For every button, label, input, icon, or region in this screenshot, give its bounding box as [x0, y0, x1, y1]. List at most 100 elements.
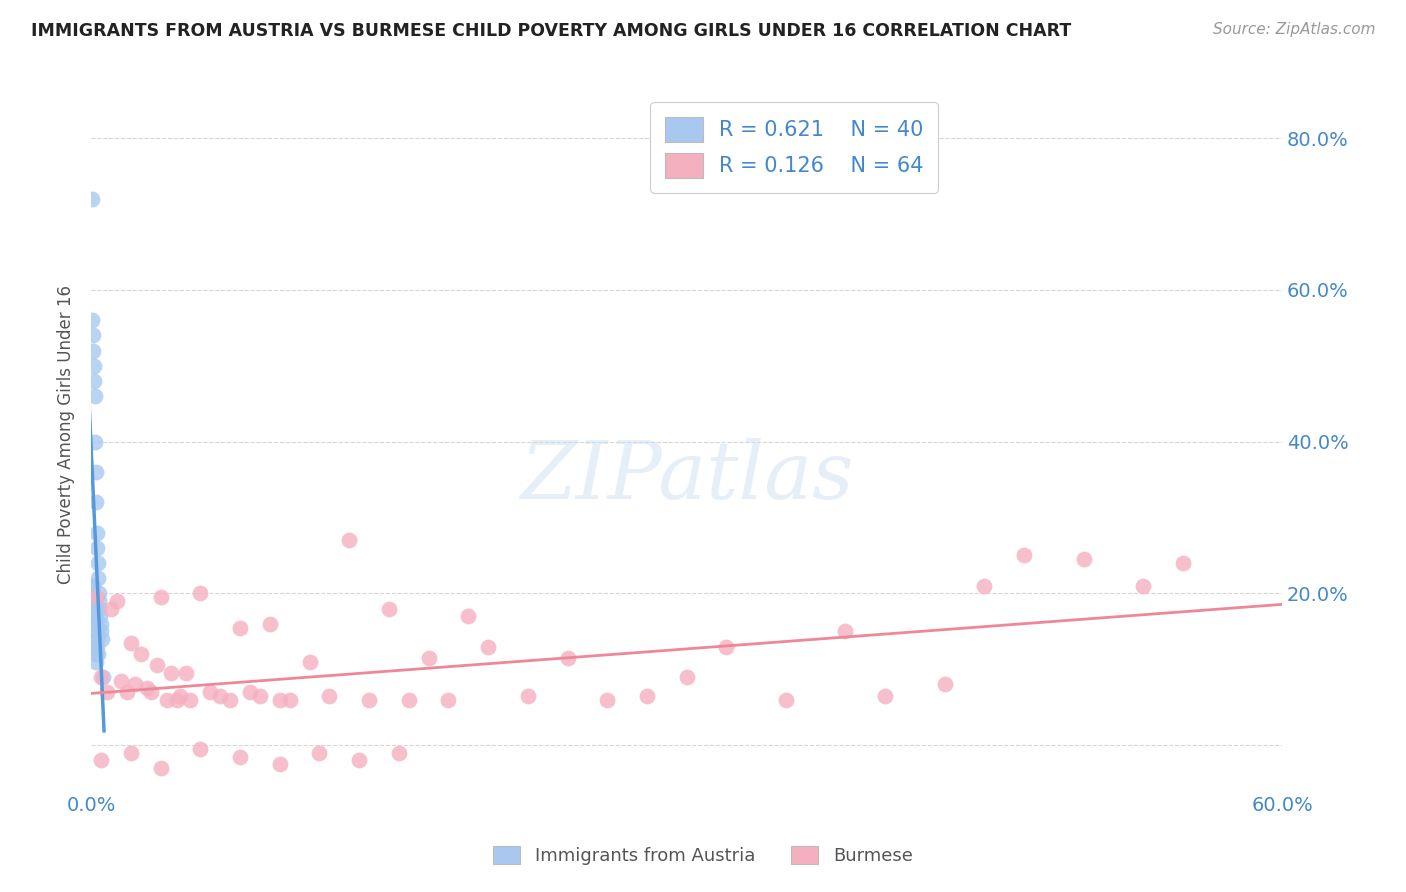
- Point: [139, 685, 162, 699]
- Point: [259, 616, 281, 631]
- Point: [115, 685, 138, 699]
- Point: [86, 640, 108, 654]
- Point: [84, 495, 107, 509]
- Point: [875, 689, 897, 703]
- Point: [457, 609, 479, 624]
- Point: [120, 746, 142, 760]
- Point: [84, 616, 107, 631]
- Point: [477, 640, 499, 654]
- Point: [179, 692, 201, 706]
- Point: [90, 670, 112, 684]
- Point: [269, 757, 291, 772]
- Point: [269, 692, 291, 706]
- Point: [636, 689, 658, 703]
- Point: [86, 632, 108, 646]
- Point: [176, 666, 198, 681]
- Point: [934, 677, 956, 691]
- Point: [82, 192, 104, 206]
- Point: [437, 692, 460, 706]
- Point: [82, 579, 104, 593]
- Point: [90, 624, 112, 639]
- Point: [89, 601, 111, 615]
- Point: [91, 670, 114, 684]
- Point: [200, 685, 222, 699]
- Point: [84, 647, 107, 661]
- Point: [418, 651, 440, 665]
- Point: [229, 621, 252, 635]
- Point: [84, 640, 107, 654]
- Point: [278, 692, 301, 706]
- Point: [84, 609, 107, 624]
- Point: [716, 640, 738, 654]
- Point: [110, 673, 132, 688]
- Point: [378, 601, 401, 615]
- Point: [86, 556, 108, 570]
- Point: [120, 636, 142, 650]
- Text: Source: ZipAtlas.com: Source: ZipAtlas.com: [1212, 22, 1375, 37]
- Point: [1012, 549, 1035, 563]
- Point: [82, 579, 104, 593]
- Point: [973, 579, 995, 593]
- Point: [239, 685, 262, 699]
- Point: [596, 692, 619, 706]
- Point: [388, 746, 411, 760]
- Point: [86, 647, 108, 661]
- Point: [188, 586, 211, 600]
- Point: [87, 594, 110, 608]
- Point: [775, 692, 797, 706]
- Point: [169, 689, 191, 703]
- Point: [1132, 579, 1154, 593]
- Point: [82, 313, 104, 327]
- Point: [145, 658, 167, 673]
- Point: [249, 689, 271, 703]
- Point: [516, 689, 538, 703]
- Point: [219, 692, 242, 706]
- Point: [87, 571, 110, 585]
- Point: [83, 586, 105, 600]
- Point: [124, 677, 146, 691]
- Point: [308, 746, 330, 760]
- Point: [188, 742, 211, 756]
- Point: [149, 761, 172, 775]
- Point: [84, 655, 107, 669]
- Text: ZIPatlas: ZIPatlas: [520, 438, 853, 516]
- Point: [318, 689, 340, 703]
- Legend: Immigrants from Austria, Burmese: Immigrants from Austria, Burmese: [486, 838, 920, 872]
- Point: [83, 616, 105, 631]
- Point: [96, 685, 118, 699]
- Point: [90, 753, 112, 767]
- Point: [83, 374, 105, 388]
- Point: [90, 616, 112, 631]
- Point: [83, 601, 105, 615]
- Point: [357, 692, 380, 706]
- Point: [135, 681, 157, 696]
- Point: [82, 328, 104, 343]
- Point: [105, 594, 128, 608]
- Point: [83, 359, 105, 373]
- Point: [129, 647, 152, 661]
- Point: [1171, 556, 1194, 570]
- Point: [87, 586, 110, 600]
- Point: [100, 601, 122, 615]
- Point: [83, 609, 105, 624]
- Point: [675, 670, 697, 684]
- Point: [166, 692, 188, 706]
- Point: [83, 389, 105, 403]
- Point: [1073, 552, 1095, 566]
- Point: [347, 753, 370, 767]
- Point: [86, 541, 108, 555]
- Point: [159, 666, 181, 681]
- Point: [86, 525, 108, 540]
- Point: [82, 343, 104, 358]
- Point: [84, 624, 107, 639]
- Point: [91, 632, 114, 646]
- Point: [209, 689, 232, 703]
- Point: [83, 594, 105, 608]
- Point: [89, 609, 111, 624]
- Y-axis label: Child Poverty Among Girls Under 16: Child Poverty Among Girls Under 16: [58, 285, 75, 583]
- Point: [84, 465, 107, 479]
- Point: [149, 591, 172, 605]
- Point: [557, 651, 579, 665]
- Point: [83, 632, 105, 646]
- Point: [84, 434, 107, 449]
